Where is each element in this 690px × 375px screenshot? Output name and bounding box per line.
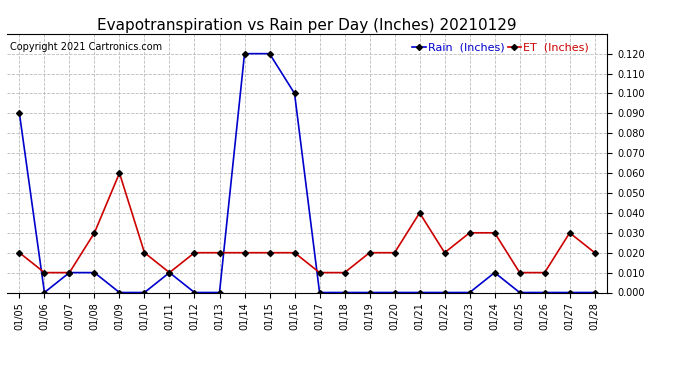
ET  (Inches) xyxy=(340,270,348,275)
Text: Copyright 2021 Cartronics.com: Copyright 2021 Cartronics.com xyxy=(10,42,162,51)
Rain  (Inches) xyxy=(315,290,324,295)
Rain  (Inches) xyxy=(90,270,99,275)
Line: Rain  (Inches): Rain (Inches) xyxy=(17,52,597,295)
ET  (Inches) xyxy=(240,251,248,255)
Rain  (Inches) xyxy=(140,290,148,295)
Rain  (Inches) xyxy=(391,290,399,295)
ET  (Inches) xyxy=(440,251,449,255)
ET  (Inches) xyxy=(166,270,174,275)
ET  (Inches) xyxy=(415,211,424,215)
Rain  (Inches) xyxy=(40,290,48,295)
ET  (Inches) xyxy=(591,251,599,255)
ET  (Inches) xyxy=(391,251,399,255)
ET  (Inches) xyxy=(491,231,499,235)
Rain  (Inches) xyxy=(190,290,199,295)
ET  (Inches) xyxy=(40,270,48,275)
ET  (Inches) xyxy=(15,251,23,255)
Rain  (Inches) xyxy=(591,290,599,295)
ET  (Inches) xyxy=(190,251,199,255)
Rain  (Inches) xyxy=(440,290,449,295)
Rain  (Inches) xyxy=(240,51,248,56)
Title: Evapotranspiration vs Rain per Day (Inches) 20210129: Evapotranspiration vs Rain per Day (Inch… xyxy=(97,18,517,33)
Rain  (Inches) xyxy=(540,290,549,295)
ET  (Inches) xyxy=(466,231,474,235)
ET  (Inches) xyxy=(366,251,374,255)
Rain  (Inches) xyxy=(215,290,224,295)
ET  (Inches) xyxy=(215,251,224,255)
Line: ET  (Inches): ET (Inches) xyxy=(17,171,597,274)
Rain  (Inches) xyxy=(566,290,574,295)
ET  (Inches) xyxy=(115,171,124,176)
Rain  (Inches) xyxy=(515,290,524,295)
Rain  (Inches) xyxy=(466,290,474,295)
ET  (Inches) xyxy=(540,270,549,275)
Legend: Rain  (Inches), ET  (Inches): Rain (Inches), ET (Inches) xyxy=(408,38,593,57)
Rain  (Inches) xyxy=(115,290,124,295)
ET  (Inches) xyxy=(290,251,299,255)
Rain  (Inches) xyxy=(166,270,174,275)
ET  (Inches) xyxy=(515,270,524,275)
ET  (Inches) xyxy=(66,270,74,275)
Rain  (Inches) xyxy=(15,111,23,116)
Rain  (Inches) xyxy=(340,290,348,295)
ET  (Inches) xyxy=(266,251,274,255)
Rain  (Inches) xyxy=(266,51,274,56)
ET  (Inches) xyxy=(566,231,574,235)
Rain  (Inches) xyxy=(415,290,424,295)
Rain  (Inches) xyxy=(491,270,499,275)
ET  (Inches) xyxy=(90,231,99,235)
Rain  (Inches) xyxy=(290,91,299,96)
Rain  (Inches) xyxy=(366,290,374,295)
Rain  (Inches) xyxy=(66,270,74,275)
ET  (Inches) xyxy=(315,270,324,275)
ET  (Inches) xyxy=(140,251,148,255)
